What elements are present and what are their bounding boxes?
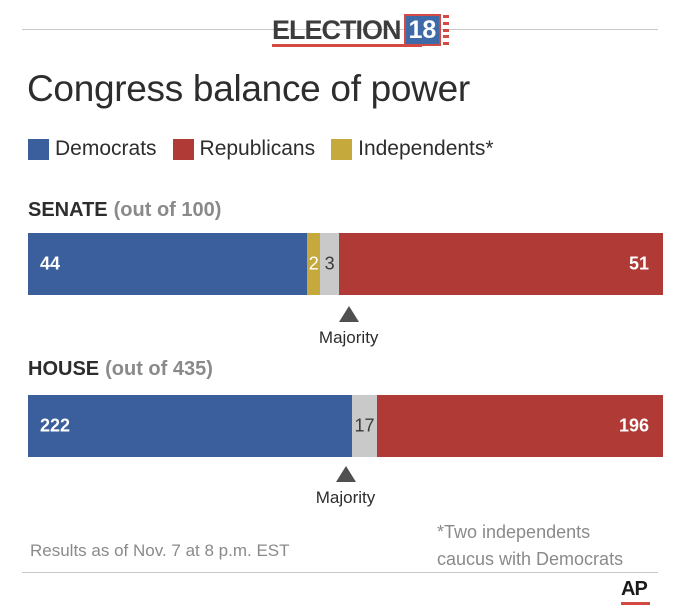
house-majority-marker: Majority bbox=[301, 466, 391, 508]
chamber-subtitle: (out of 100) bbox=[113, 199, 222, 221]
bottom-rule bbox=[22, 572, 658, 573]
legend-swatch bbox=[331, 138, 353, 160]
ap-logo: AP bbox=[621, 578, 648, 600]
bar-segment-undecided: 3 bbox=[320, 233, 340, 295]
independent-note-line: *Two independents bbox=[437, 522, 591, 542]
bar-segment-independents: 2 bbox=[307, 233, 321, 295]
bar-segment-republicans: 51 bbox=[339, 233, 663, 295]
data-label: 222 bbox=[40, 415, 71, 436]
senate-label: SENATE (out of 100) bbox=[28, 199, 221, 222]
legend-swatch bbox=[28, 138, 49, 160]
legend-label: Republicans bbox=[199, 137, 316, 160]
election-logo: ELECTION 18 bbox=[272, 12, 450, 48]
bar-segment-republicans: 196 bbox=[376, 395, 663, 457]
data-label: 2 bbox=[308, 253, 319, 274]
top-rule bbox=[22, 29, 658, 30]
senate-bar: 44 2 3 51 bbox=[28, 233, 663, 295]
logo-underline bbox=[272, 44, 422, 47]
chamber-name: HOUSE bbox=[28, 358, 100, 380]
legend-item-independents: Independents* bbox=[331, 137, 494, 161]
independent-note: *Two independents caucus with Democrats bbox=[437, 519, 623, 573]
house-label: HOUSE (out of 435) bbox=[28, 358, 213, 381]
independent-note-line: caucus with Democrats bbox=[437, 549, 624, 569]
legend-item-democrats: Democrats bbox=[28, 137, 157, 161]
chart-title: Congress balance of power bbox=[27, 68, 470, 109]
legend: Democrats Republicans Independents* bbox=[28, 137, 510, 161]
results-note: Results as of Nov. 7 at 8 p.m. EST bbox=[30, 541, 290, 560]
data-label: 51 bbox=[628, 253, 649, 274]
senate-majority-marker: Majority bbox=[304, 306, 394, 348]
legend-label: Independents* bbox=[358, 137, 494, 160]
chamber-subtitle: (out of 435) bbox=[105, 358, 213, 380]
ap-underline bbox=[621, 602, 650, 605]
flag-stripes-icon bbox=[443, 15, 450, 45]
logo-word: ELECTION bbox=[272, 14, 402, 45]
bar-segment-democrats: 222 bbox=[28, 395, 353, 457]
bar-segment-democrats: 44 bbox=[28, 233, 308, 295]
legend-item-republicans: Republicans bbox=[172, 137, 316, 161]
data-label: 196 bbox=[618, 415, 649, 436]
chamber-name: SENATE bbox=[28, 199, 108, 221]
house-bar: 222 17 196 bbox=[28, 395, 663, 457]
data-label: 17 bbox=[354, 415, 375, 436]
bar-segment-undecided: 17 bbox=[352, 395, 377, 457]
data-label: 44 bbox=[40, 253, 61, 274]
legend-label: Democrats bbox=[55, 137, 157, 160]
majority-triangle-icon bbox=[335, 466, 356, 482]
majority-triangle-icon bbox=[338, 306, 359, 322]
majority-label: Majority bbox=[318, 328, 379, 347]
data-label: 3 bbox=[324, 253, 335, 274]
majority-label: Majority bbox=[315, 488, 376, 507]
logo-number: 18 bbox=[403, 14, 442, 46]
legend-swatch bbox=[172, 138, 194, 160]
